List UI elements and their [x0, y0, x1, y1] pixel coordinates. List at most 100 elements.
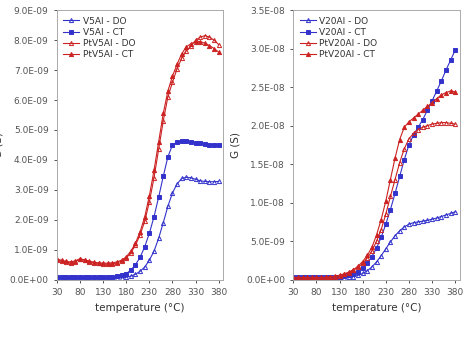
V20Al - DO: [443, 213, 449, 217]
PtV20Al - CT: [369, 245, 375, 249]
V5Al - CT: [137, 255, 143, 259]
PtV20Al - DO: [328, 275, 333, 279]
PtV20Al - CT: [374, 233, 379, 237]
V20Al - CT: [452, 48, 458, 52]
PtV20Al - DO: [314, 276, 319, 280]
PtV20Al - CT: [291, 276, 296, 280]
PtV20Al - DO: [341, 272, 347, 277]
V20Al - CT: [291, 275, 296, 279]
PtV20Al - CT: [406, 120, 412, 124]
PtV20Al - DO: [429, 122, 435, 126]
V20Al - DO: [369, 265, 375, 269]
PtV20Al - DO: [397, 161, 402, 165]
V20Al - DO: [323, 276, 328, 280]
V5Al - CT: [216, 143, 221, 147]
V20Al - CT: [346, 273, 352, 278]
V5Al - CT: [105, 275, 110, 279]
V20Al - DO: [397, 229, 402, 233]
V20Al - CT: [378, 235, 384, 239]
V20Al - DO: [360, 271, 365, 276]
V5Al - DO: [165, 204, 171, 208]
V5Al - CT: [73, 275, 78, 279]
V20Al - DO: [415, 220, 421, 224]
PtV20Al - DO: [434, 121, 439, 125]
PtV5Al - CT: [68, 260, 73, 264]
Legend: V20Al - DO, V20Al - CT, PtV20Al - DO, PtV20Al - CT: V20Al - DO, V20Al - CT, PtV20Al - DO, Pt…: [298, 15, 379, 61]
V20Al - CT: [337, 275, 342, 279]
PtV20Al - CT: [438, 93, 444, 97]
Y-axis label: G (S): G (S): [230, 132, 240, 158]
PtV5Al - CT: [202, 41, 208, 45]
V5Al - DO: [91, 276, 97, 280]
PtV20Al - DO: [401, 147, 407, 151]
V5Al - DO: [73, 276, 78, 280]
Line: PtV20Al - CT: PtV20Al - CT: [291, 89, 457, 280]
PtV5Al - CT: [174, 62, 180, 66]
V5Al - CT: [54, 275, 60, 279]
PtV5Al - DO: [193, 38, 199, 42]
PtV5Al - CT: [151, 168, 157, 173]
PtV20Al - DO: [304, 276, 310, 280]
PtV5Al - DO: [59, 259, 64, 263]
V5Al - DO: [174, 182, 180, 186]
Line: V5Al - CT: V5Al - CT: [55, 139, 221, 279]
PtV20Al - DO: [392, 178, 398, 182]
PtV20Al - DO: [332, 275, 338, 279]
V5Al - DO: [207, 180, 212, 184]
PtV20Al - CT: [383, 199, 389, 203]
PtV20Al - CT: [397, 137, 402, 142]
Legend: V5Al - DO, V5Al - CT, PtV5Al - DO, PtV5Al - CT: V5Al - DO, V5Al - CT, PtV5Al - DO, PtV5A…: [62, 15, 137, 61]
V20Al - DO: [328, 276, 333, 280]
PtV5Al - CT: [100, 261, 106, 265]
V5Al - DO: [82, 276, 88, 280]
PtV20Al - CT: [447, 89, 453, 93]
V20Al - CT: [341, 275, 347, 279]
V20Al - CT: [410, 133, 416, 137]
PtV5Al - CT: [123, 255, 129, 259]
V20Al - DO: [392, 234, 398, 238]
V5Al - DO: [211, 180, 217, 184]
PtV5Al - DO: [119, 259, 125, 263]
PtV5Al - CT: [119, 258, 125, 262]
PtV5Al - CT: [170, 74, 175, 78]
V20Al - CT: [397, 175, 402, 179]
PtV20Al - DO: [318, 276, 324, 280]
V20Al - DO: [318, 276, 324, 280]
V20Al - DO: [420, 219, 426, 223]
PtV20Al - CT: [401, 125, 407, 129]
PtV20Al - CT: [452, 90, 458, 94]
V5Al - CT: [183, 139, 189, 143]
PtV5Al - CT: [114, 260, 120, 264]
PtV20Al - DO: [383, 212, 389, 216]
PtV20Al - CT: [388, 178, 393, 182]
V5Al - DO: [86, 276, 92, 280]
V20Al - DO: [309, 276, 315, 280]
V5Al - DO: [133, 272, 138, 276]
V5Al - DO: [146, 258, 152, 262]
PtV5Al - CT: [86, 259, 92, 263]
V20Al - DO: [388, 240, 393, 244]
PtV5Al - CT: [128, 249, 134, 253]
Line: PtV5Al - CT: PtV5Al - CT: [55, 40, 221, 265]
V20Al - CT: [415, 125, 421, 129]
PtV20Al - DO: [415, 128, 421, 132]
V20Al - CT: [318, 275, 324, 279]
V20Al - DO: [355, 273, 361, 278]
PtV5Al - DO: [54, 258, 60, 262]
PtV5Al - DO: [216, 43, 221, 47]
PtV5Al - DO: [146, 200, 152, 204]
PtV20Al - CT: [415, 112, 421, 116]
V20Al - DO: [295, 276, 301, 280]
V20Al - CT: [355, 269, 361, 273]
V5Al - DO: [193, 177, 199, 181]
PtV20Al - CT: [429, 101, 435, 105]
V5Al - CT: [59, 275, 64, 279]
V5Al - CT: [142, 244, 147, 249]
V5Al - DO: [100, 276, 106, 280]
V5Al - CT: [96, 275, 101, 279]
PtV20Al - CT: [420, 108, 426, 112]
PtV5Al - CT: [216, 50, 221, 54]
V20Al - DO: [378, 254, 384, 258]
PtV5Al - DO: [86, 260, 92, 264]
PtV5Al - DO: [207, 35, 212, 39]
